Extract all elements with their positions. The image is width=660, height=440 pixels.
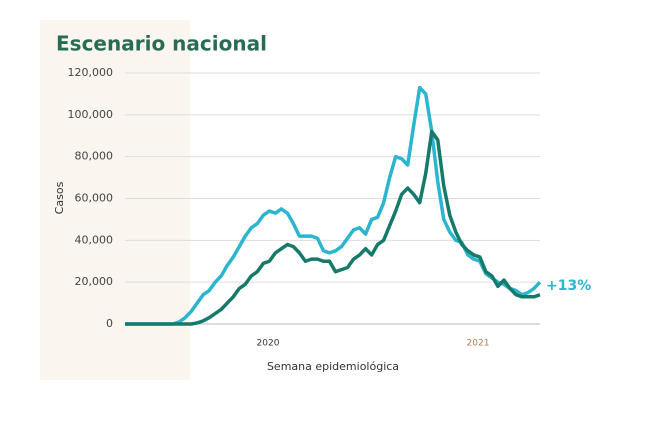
series-line (125, 129, 541, 326)
y-tick-label: 100,000 (68, 108, 114, 121)
y-tick-label: 60,000 (75, 192, 114, 205)
year-label: 2021 (467, 339, 490, 349)
y-tick-label: 20,000 (75, 275, 114, 288)
y-tick-label: 40,000 (75, 233, 114, 246)
series-line (125, 85, 542, 326)
background-pattern (40, 20, 190, 380)
chart-title: Escenario nacional (56, 32, 267, 56)
y-tick-label: 0 (106, 317, 113, 330)
y-tick-label: 120,000 (68, 66, 114, 79)
x-axis-label: Semana epidemiológica (267, 360, 399, 373)
change-annotation: +13% (546, 278, 591, 294)
y-axis-label: Casos (53, 181, 66, 214)
y-tick-label: 80,000 (75, 150, 114, 163)
year-label: 2020 (257, 339, 280, 349)
